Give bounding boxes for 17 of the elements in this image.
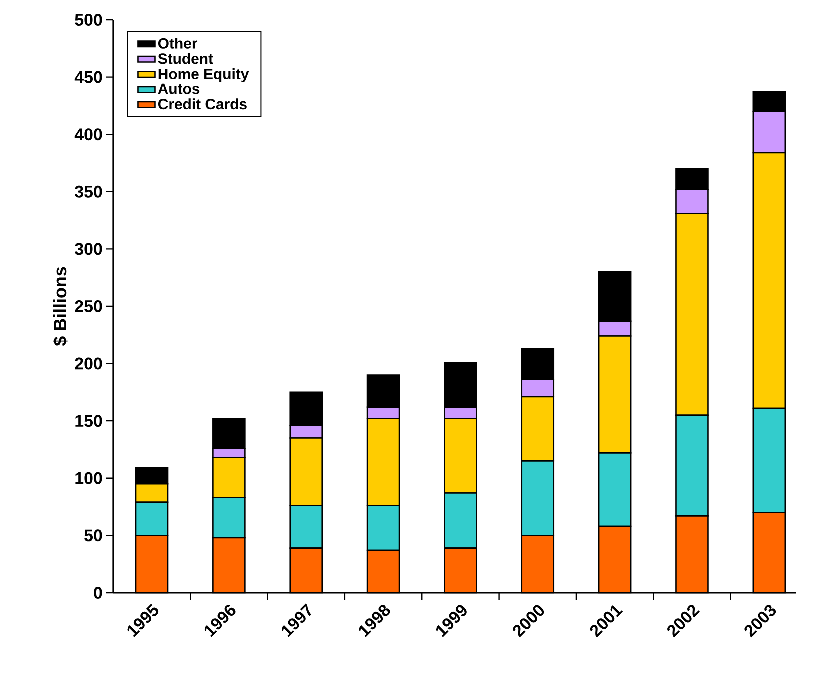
y-tick-label: 300 (75, 243, 102, 256)
y-tick-label: 100 (76, 472, 102, 484)
y-tick-label: 200 (75, 358, 102, 370)
y-tick-label: 150 (76, 415, 102, 428)
y-axis-title: $ Billions (53, 267, 68, 346)
y-tick-label: 250 (75, 300, 102, 312)
legend-label: Credit Cards (158, 98, 247, 110)
y-tick-label: 500 (75, 14, 102, 26)
legend-label: Autos (158, 84, 200, 94)
legend-label: Student (158, 53, 214, 64)
y-tick-label: 400 (74, 128, 102, 141)
y-tick-label: 50 (84, 530, 102, 542)
y-tick-label: 450 (74, 71, 102, 84)
legend-label: Other (158, 38, 198, 49)
y-tick-label: 350 (75, 186, 102, 198)
legend-label: Home Equity (158, 68, 250, 82)
y-tick-label: 0 (94, 586, 102, 599)
